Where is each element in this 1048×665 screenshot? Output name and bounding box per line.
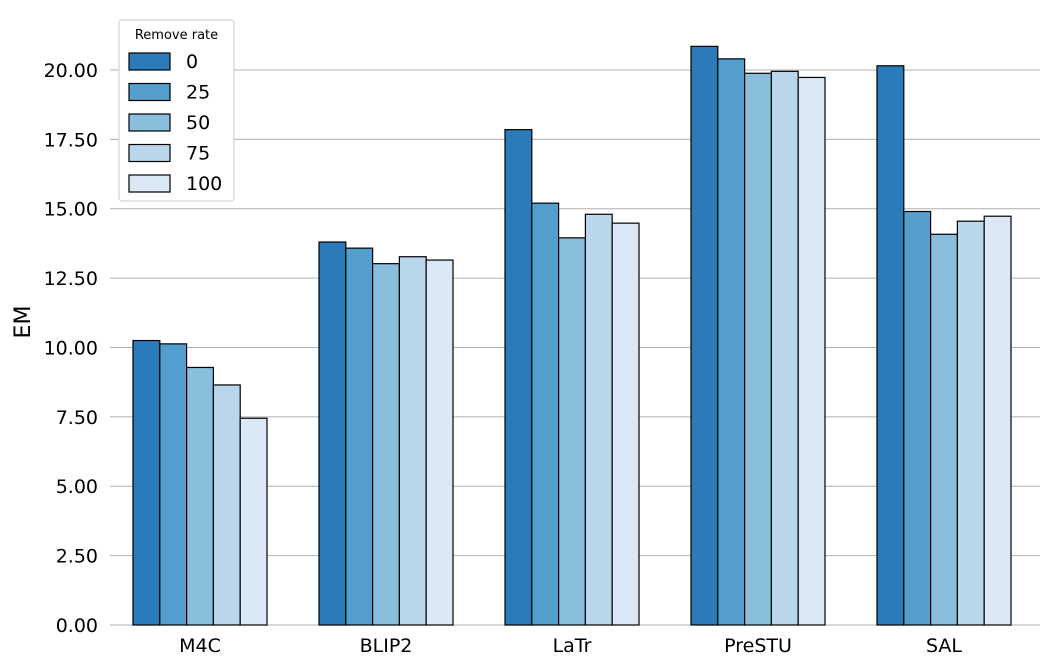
legend-swatch [128, 82, 171, 102]
legend-title: Remove rate [135, 28, 218, 43]
bars [132, 45, 1012, 626]
x-tick-label: SAL [926, 635, 962, 657]
x-tick-label: PreSTU [724, 635, 792, 657]
y-tick-label: 5.00 [56, 476, 98, 498]
bar-blip2-75 [398, 256, 427, 626]
bar-m4c-0 [132, 339, 161, 626]
bar-blip2-25 [345, 247, 374, 626]
y-tick-label: 20.00 [44, 60, 98, 82]
bar-sal-50 [929, 233, 958, 626]
y-tick-label: 2.50 [56, 546, 98, 568]
bar-sal-75 [956, 220, 985, 626]
legend-items: 0 25 50 75 100 [128, 51, 222, 195]
x-tick-label: M4C [179, 635, 221, 657]
y-tick-label: 7.50 [56, 407, 98, 429]
bar-prestu-50 [743, 72, 772, 626]
y-tick-label: 12.50 [44, 268, 98, 290]
y-tick-label: 10.00 [44, 337, 98, 359]
bar-prestu-0 [690, 45, 719, 626]
x-tick-labels: M4C BLIP2 LaTr PreSTU SAL [179, 635, 962, 657]
bar-prestu-75 [770, 70, 799, 626]
bar-sal-25 [903, 210, 932, 626]
legend-label: 0 [186, 51, 198, 73]
bar-latr-0 [504, 129, 533, 626]
legend-label: 50 [186, 112, 210, 134]
legend-label: 75 [186, 143, 210, 165]
legend-swatch [128, 174, 171, 193]
bar-m4c-25 [159, 343, 188, 626]
bar-blip2-0 [318, 241, 347, 626]
y-tick-label: 17.50 [44, 129, 98, 151]
x-tick-label: LaTr [553, 635, 592, 657]
legend-label: 25 [186, 82, 210, 104]
bar-prestu-100 [797, 76, 826, 626]
bar-latr-25 [531, 202, 560, 626]
bar-blip2-50 [372, 263, 401, 626]
bar-latr-100 [611, 222, 640, 626]
bar-sal-0 [876, 65, 905, 626]
y-tick-label: 0.00 [56, 615, 98, 637]
bar-blip2-100 [425, 259, 454, 626]
y-axis-label: EM [11, 306, 36, 339]
legend-swatch [128, 113, 171, 132]
legend-swatch [128, 52, 171, 71]
bar-prestu-25 [717, 58, 746, 626]
legend-label: 100 [186, 173, 222, 195]
bar-m4c-100 [239, 417, 268, 626]
bar-m4c-50 [186, 366, 215, 626]
x-tick-label: BLIP2 [360, 635, 413, 657]
legend-swatch [128, 143, 171, 163]
bar-sal-100 [983, 215, 1012, 626]
legend: Remove rate 0 25 50 75 100 [118, 19, 235, 202]
bar-latr-50 [557, 237, 586, 626]
y-tick-labels: 0.00 2.50 5.00 7.50 10.00 12.50 15.00 17.50 20.0… [44, 60, 98, 637]
y-tick-label: 15.00 [44, 199, 98, 221]
bar-m4c-75 [212, 384, 241, 626]
bar-latr-75 [584, 213, 613, 626]
